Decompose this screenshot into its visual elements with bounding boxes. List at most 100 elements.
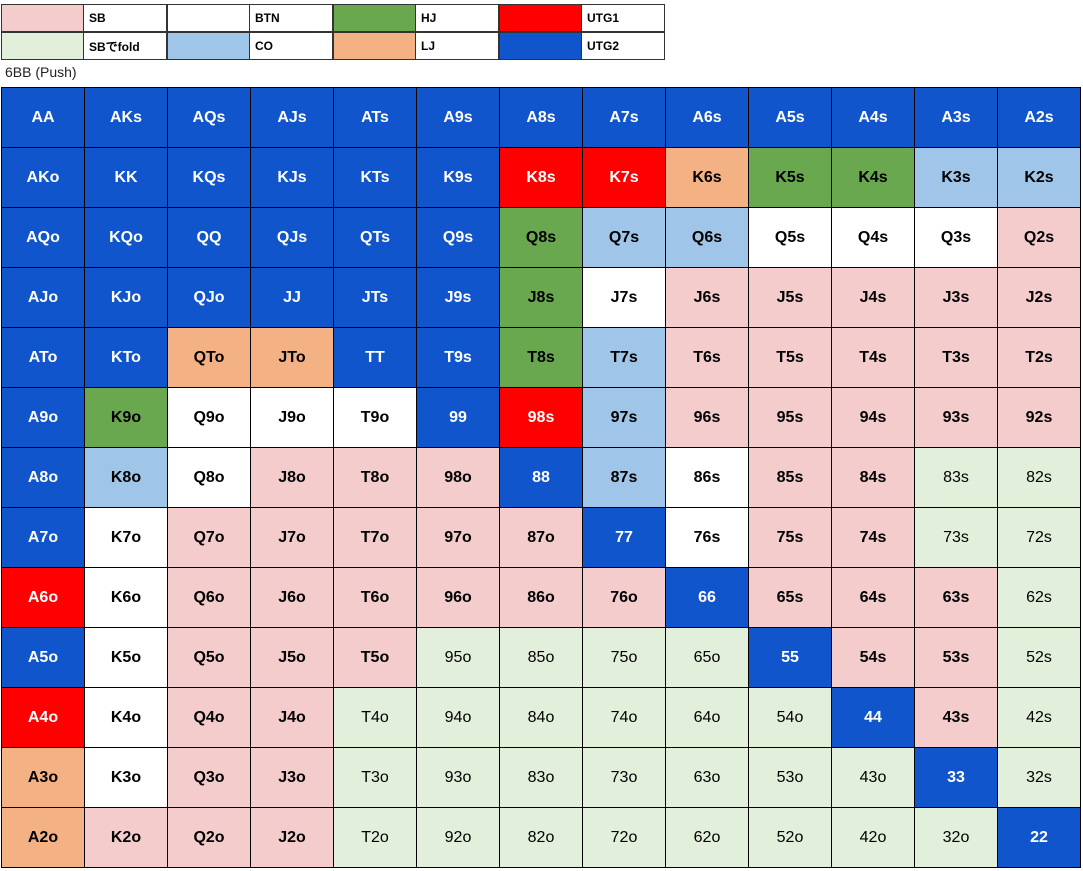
hand-cell: T7o (333, 507, 417, 568)
hand-cell: T4s (831, 327, 915, 388)
hand-cell: J2o (250, 807, 334, 868)
hand-cell: K2o (84, 807, 168, 868)
hand-cell: 97s (582, 387, 666, 448)
hand-cell: AQo (1, 207, 85, 268)
hand-cell: 73o (582, 747, 666, 808)
hand-cell: K7o (84, 507, 168, 568)
hand-cell: Q4o (167, 687, 251, 748)
hand-cell: QTs (333, 207, 417, 268)
hand-cell: KQs (167, 147, 251, 208)
hand-cell: K6s (665, 147, 749, 208)
hand-cell: Q3s (914, 207, 998, 268)
hand-cell: 42s (997, 687, 1081, 748)
hand-cell: 87o (499, 507, 583, 568)
hand-cell: 55 (748, 627, 832, 688)
hand-cell: K5s (748, 147, 832, 208)
hand-cell: 85o (499, 627, 583, 688)
legend-swatch (167, 32, 250, 60)
hand-cell: A5o (1, 627, 85, 688)
hand-cell: J7o (250, 507, 334, 568)
hand-cell: 53o (748, 747, 832, 808)
hand-cell: 96o (416, 567, 500, 628)
hand-cell: K5o (84, 627, 168, 688)
hand-cell: K2s (997, 147, 1081, 208)
hand-cell: A8s (499, 87, 583, 148)
hand-cell: JJ (250, 267, 334, 328)
hand-cell: K8o (84, 447, 168, 508)
hand-cell: 85s (748, 447, 832, 508)
hand-cell: 72o (582, 807, 666, 868)
hand-cell: QTo (167, 327, 251, 388)
hand-cell: 64o (665, 687, 749, 748)
hand-cell: 86s (665, 447, 749, 508)
hand-cell: 65o (665, 627, 749, 688)
hand-cell: JTs (333, 267, 417, 328)
hand-cell: 65s (748, 567, 832, 628)
hand-cell: 98o (416, 447, 500, 508)
hand-cell: ATo (1, 327, 85, 388)
hand-cell: 84s (831, 447, 915, 508)
hand-cell: 83s (914, 447, 998, 508)
hand-cell: 54s (831, 627, 915, 688)
hand-cell: 52s (997, 627, 1081, 688)
hand-cell: A4o (1, 687, 85, 748)
hand-cell: 53s (914, 627, 998, 688)
hand-cell: J3o (250, 747, 334, 808)
hand-cell: A9o (1, 387, 85, 448)
hand-cell: Q6s (665, 207, 749, 268)
hand-cell: 72s (997, 507, 1081, 568)
hand-cell: J8o (250, 447, 334, 508)
hand-cell: T5s (748, 327, 832, 388)
hand-cell: Q4s (831, 207, 915, 268)
hand-cell: 92o (416, 807, 500, 868)
hand-cell: J9s (416, 267, 500, 328)
hand-cell: A3o (1, 747, 85, 808)
hand-cell: 87s (582, 447, 666, 508)
hand-cell: 76o (582, 567, 666, 628)
legend-label: SB (83, 4, 167, 32)
hand-cell: T6s (665, 327, 749, 388)
hand-cell: KQo (84, 207, 168, 268)
hand-cell: T4o (333, 687, 417, 748)
hand-cell: J8s (499, 267, 583, 328)
hand-cell: 43o (831, 747, 915, 808)
hand-cell: 92s (997, 387, 1081, 448)
hand-cell: K9o (84, 387, 168, 448)
hand-cell: Q2s (997, 207, 1081, 268)
hand-cell: 32s (997, 747, 1081, 808)
hand-cell: KK (84, 147, 168, 208)
hand-cell: AQs (167, 87, 251, 148)
hand-cell: A2o (1, 807, 85, 868)
hand-cell: K7s (582, 147, 666, 208)
hand-cell: A2s (997, 87, 1081, 148)
legend-label: HJ (415, 4, 499, 32)
hand-cell: ATs (333, 87, 417, 148)
hand-cell: A8o (1, 447, 85, 508)
hand-cell: T2o (333, 807, 417, 868)
hand-cell: J9o (250, 387, 334, 448)
hand-cell: Q8s (499, 207, 583, 268)
hand-cell: Q9o (167, 387, 251, 448)
hand-cell: 52o (748, 807, 832, 868)
caption: 6BB (Push) (5, 64, 77, 80)
hand-cell: J5o (250, 627, 334, 688)
hand-cell: 77 (582, 507, 666, 568)
hand-cell: T9o (333, 387, 417, 448)
hand-cell: Q7s (582, 207, 666, 268)
hand-cell: 75o (582, 627, 666, 688)
hand-cell: KJo (84, 267, 168, 328)
hand-cell: 82o (499, 807, 583, 868)
legend-label: UTG1 (581, 4, 665, 32)
hand-cell: A7o (1, 507, 85, 568)
hand-cell: J5s (748, 267, 832, 328)
hand-cell: T7s (582, 327, 666, 388)
hand-cell: 54o (748, 687, 832, 748)
legend-swatch (1, 32, 84, 60)
hand-cell: 95s (748, 387, 832, 448)
hand-cell: K8s (499, 147, 583, 208)
hand-cell: J4s (831, 267, 915, 328)
hand-cell: 74o (582, 687, 666, 748)
hand-cell: T3s (914, 327, 998, 388)
hand-cell: 43s (914, 687, 998, 748)
